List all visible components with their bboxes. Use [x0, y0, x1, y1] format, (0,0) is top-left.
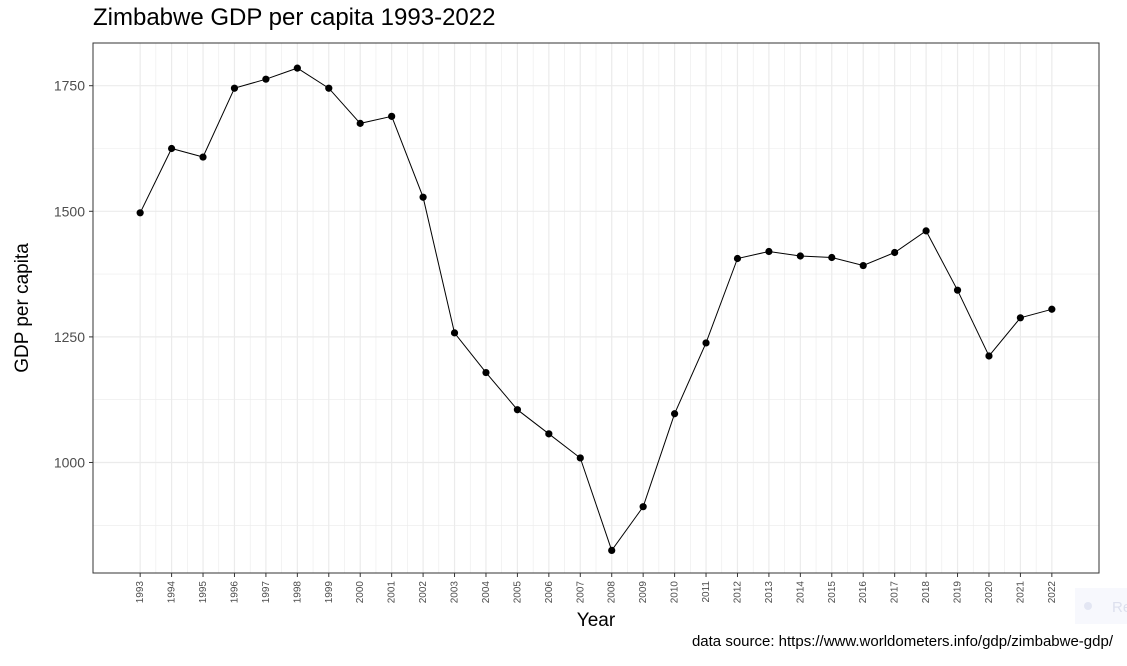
x-tick-label: 1999	[324, 581, 335, 604]
data-point	[828, 253, 836, 262]
data-point	[136, 209, 144, 217]
x-tick-label: 2000	[355, 581, 366, 604]
data-point	[608, 546, 616, 554]
x-tick-label: 2001	[387, 581, 398, 604]
data-source-caption: data source: https://www.worldometers.in…	[691, 633, 1113, 650]
axis-layer: 1000 1250 1500 1750 1993 1994 1995 1996 1997 1998…	[54, 78, 1058, 604]
data-point	[733, 254, 742, 263]
data-point	[325, 84, 333, 92]
x-tick-label: 2016	[858, 581, 869, 604]
x-tick-label: 2009	[638, 581, 649, 604]
y-tick-label: 1000	[54, 454, 85, 470]
data-point	[262, 75, 270, 83]
x-axis-title: Year	[577, 610, 616, 631]
data-point	[356, 119, 364, 127]
data-point	[702, 339, 710, 347]
data-point	[1016, 314, 1025, 322]
legend-key-icon	[1084, 602, 1092, 610]
x-tick-label: 1993	[135, 581, 146, 604]
x-tick-label: 2002	[418, 581, 429, 604]
data-point	[985, 352, 993, 360]
x-tick-label: 2005	[512, 581, 523, 604]
x-tick-label: 2010	[670, 581, 681, 604]
data-point	[388, 112, 396, 120]
points-layer	[136, 64, 1056, 554]
x-tick-label: 1998	[292, 581, 303, 604]
data-point	[419, 193, 427, 201]
x-tick-label: 2017	[890, 581, 901, 604]
x-tick-label: 2018	[921, 581, 932, 604]
data-point	[482, 368, 490, 377]
x-tick-label: 2008	[607, 581, 618, 604]
data-point	[230, 84, 239, 92]
y-tick-label: 1250	[54, 329, 85, 345]
data-point	[545, 430, 553, 438]
data-point	[796, 252, 804, 260]
data-point	[576, 454, 584, 462]
x-tick-label: 1995	[198, 581, 209, 604]
x-tick-label: 2006	[544, 581, 555, 604]
data-point	[1048, 305, 1056, 313]
x-tick-label: 2003	[450, 581, 461, 604]
x-tick-label: 2022	[1047, 581, 1058, 604]
data-point	[765, 247, 773, 256]
series-layer	[139, 67, 1052, 552]
x-tick-label: 2019	[953, 581, 964, 604]
x-tick-label: 2014	[795, 581, 806, 604]
data-point	[167, 144, 176, 153]
x-tick-label: 2011	[701, 581, 712, 603]
data-point	[199, 153, 207, 161]
data-point	[891, 248, 899, 257]
x-tick-label: 2015	[827, 581, 838, 604]
data-point	[859, 261, 867, 270]
x-tick-label: 2021	[1015, 581, 1026, 604]
data-point	[450, 329, 459, 337]
data-point	[513, 406, 522, 414]
y-axis-title: GDP per capita	[12, 243, 33, 373]
y-tick-label: 1500	[54, 203, 85, 219]
plot-panel-border	[92, 42, 1100, 574]
data-point	[953, 286, 962, 294]
x-tick-label: 2012	[732, 581, 743, 604]
x-tick-label: 2004	[481, 581, 492, 604]
data-point	[293, 64, 301, 72]
x-tick-label: 1996	[229, 581, 240, 604]
data-point	[639, 503, 647, 511]
x-tick-label: 1994	[167, 581, 178, 604]
x-tick-label: 2020	[984, 581, 995, 604]
y-tick-label: 1750	[54, 78, 85, 94]
x-tick-label: 1997	[261, 581, 272, 604]
data-point	[922, 227, 930, 235]
series-line	[139, 67, 1052, 552]
grid-layer	[93, 43, 1099, 573]
legend-fragment: Re	[1075, 588, 1127, 624]
x-tick-label: 2007	[575, 581, 586, 604]
data-point	[670, 410, 679, 418]
chart-title: Zimbabwe GDP per capita 1993-2022	[93, 4, 496, 31]
x-tick-label: 2013	[764, 581, 775, 604]
legend-fragment-label: Re	[1112, 599, 1127, 616]
